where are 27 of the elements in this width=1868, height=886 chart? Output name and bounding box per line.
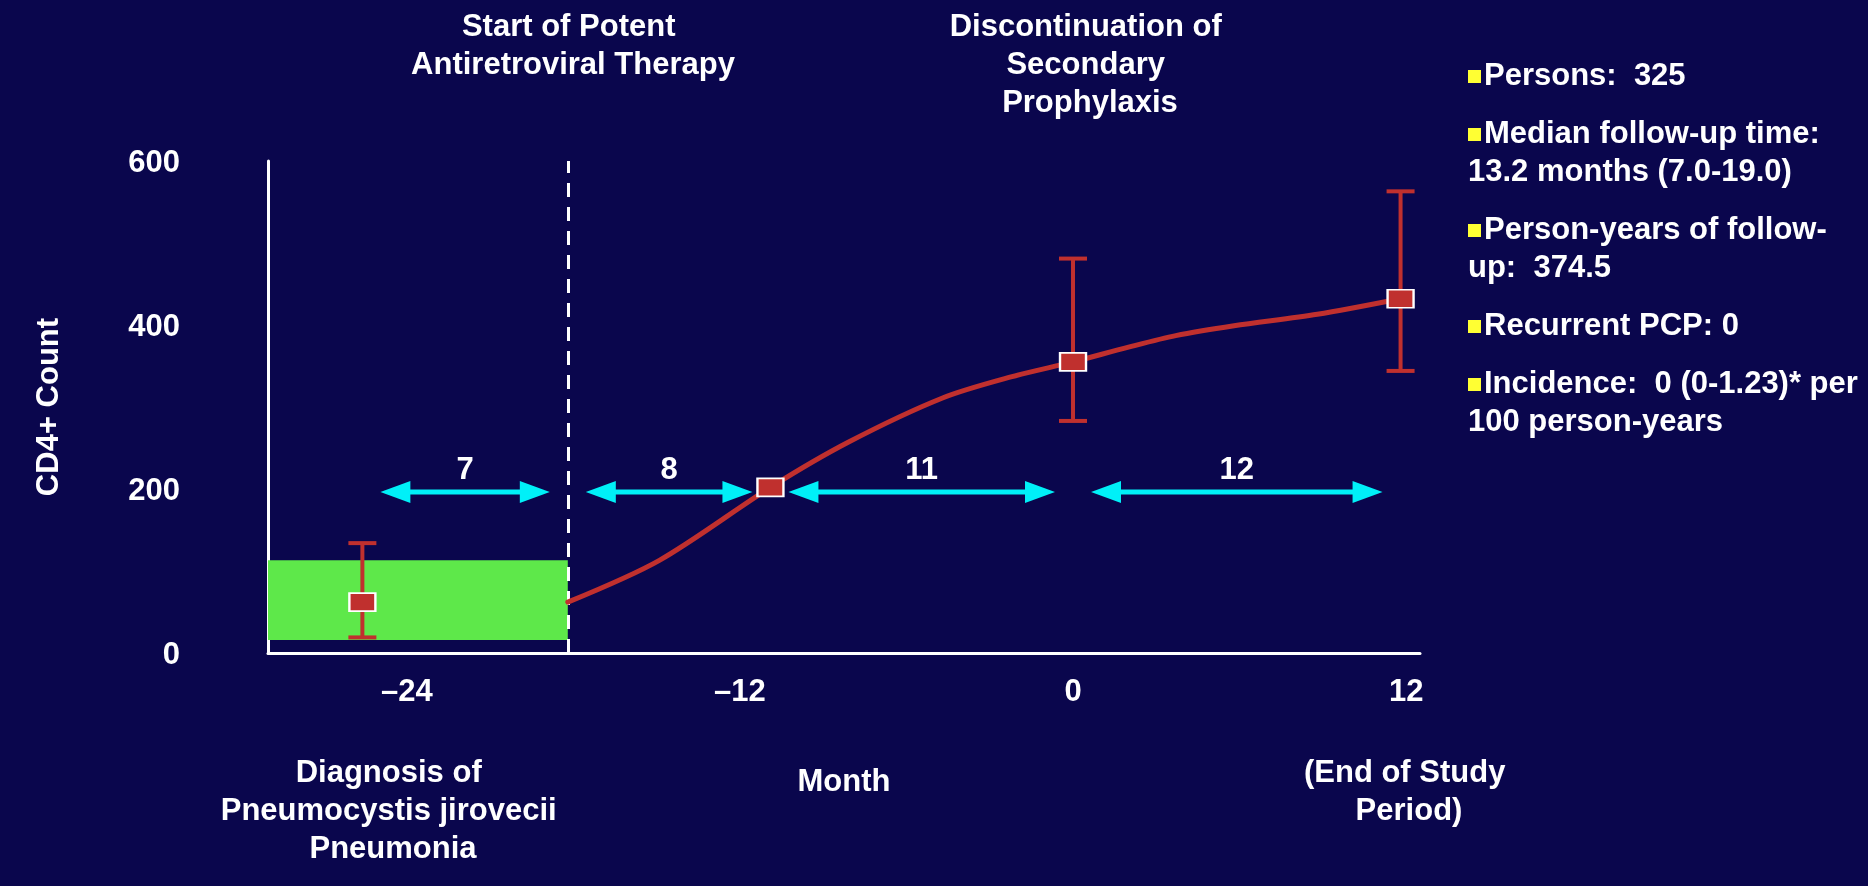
point: [1059, 351, 1088, 372]
annotation: 12: [1219, 451, 1255, 486]
x-tick-label: 0: [1064, 673, 1082, 708]
y-tick-label: 0: [162, 635, 180, 671]
x-tick-label: –12: [714, 673, 766, 708]
x-tick-label: 12: [1388, 673, 1424, 708]
annotation: 11: [905, 451, 939, 486]
text: Persons: 325: [1483, 56, 1687, 94]
x-axis-title: Month: [797, 763, 891, 798]
point: [1386, 288, 1415, 309]
point: [348, 592, 377, 613]
text: Discontinuation of Secondary Prophylaxis: [949, 7, 1231, 119]
text: Recurrent PCP: 0: [1483, 306, 1740, 344]
x-tick-label: –24: [380, 673, 434, 708]
text: Start of Potent Antiretroviral Therapy: [411, 7, 736, 81]
text: Person-years of follow-up: 374.5: [1468, 210, 1828, 286]
y-axis-title: CD4+ Count: [30, 317, 65, 497]
text: Incidence: 0 (0-1.23)* per 100 person-years: [1468, 364, 1859, 440]
y-tick-label: 200: [128, 471, 180, 507]
text: (End of Study Period): [1303, 753, 1515, 827]
text: Median follow-up time: 13.2 months (7.0-19.0): [1468, 114, 1821, 190]
point: [756, 477, 785, 498]
y-tick-label: 600: [128, 143, 180, 179]
text: Diagnosis of Pneumocystis jirovecii Pneumonia: [220, 753, 566, 865]
annotation: 7: [456, 451, 474, 486]
annotation: 8: [660, 451, 678, 486]
y-tick-label: 400: [128, 307, 180, 343]
